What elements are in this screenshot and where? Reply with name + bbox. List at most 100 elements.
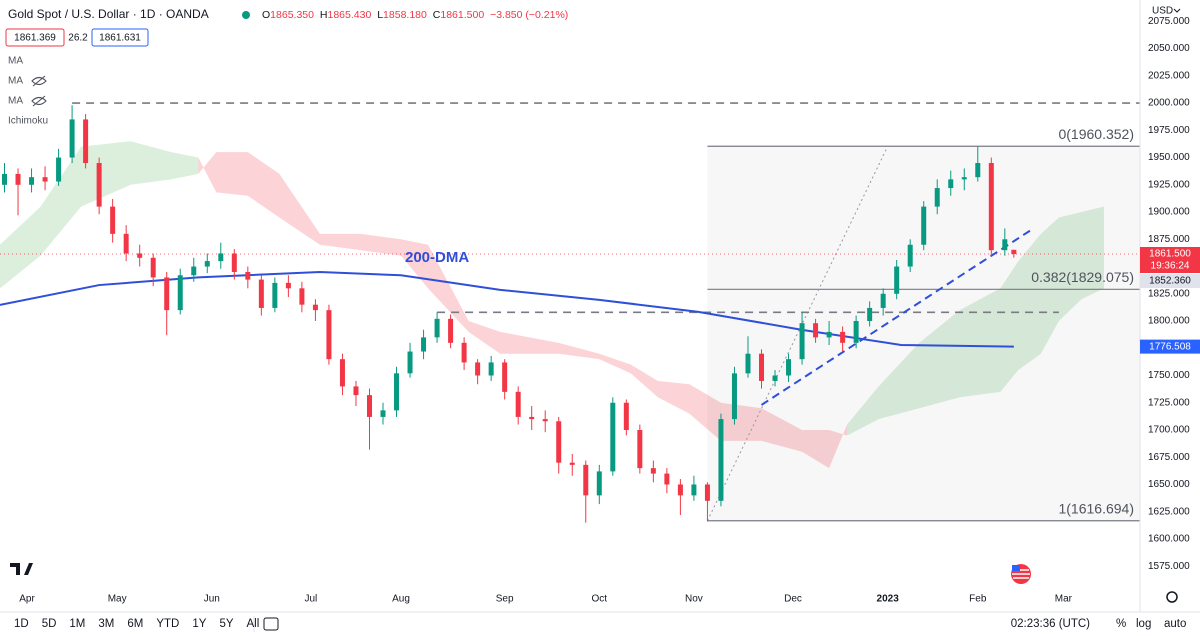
candle-body	[434, 318, 440, 338]
ohlc-key: O	[262, 9, 270, 21]
y-tick-label: 1875.000	[1148, 234, 1190, 245]
logo-shape	[10, 563, 33, 575]
candle-body	[542, 419, 548, 422]
calendar-icon[interactable]	[263, 617, 279, 631]
candle-body	[110, 206, 116, 234]
y-tick-label: 1700.000	[1148, 425, 1190, 436]
buy-box[interactable]	[91, 28, 149, 47]
ichimoku-cloud	[81, 141, 131, 207]
candle-body	[718, 419, 724, 501]
axis-option[interactable]: auto	[1164, 618, 1186, 630]
ichimoku-cloud	[247, 152, 280, 218]
ma-label: 200-DMA	[405, 249, 469, 266]
indicator-label[interactable]: MA	[8, 56, 23, 67]
ichimoku-cloud	[1081, 206, 1104, 300]
candle-body	[29, 177, 35, 185]
candle-body	[907, 244, 913, 267]
ichimoku-cloud	[40, 146, 82, 256]
currency[interactable]: USD	[1152, 6, 1173, 17]
range-button[interactable]: 1M	[69, 618, 85, 630]
ask-price[interactable]: 1861.631	[99, 33, 141, 44]
candle-body	[610, 402, 616, 472]
symbol-title[interactable]: Gold Spot / U.S. Dollar · 1D · OANDA	[8, 7, 209, 21]
candle-body	[83, 119, 89, 164]
ichimoku-cloud	[959, 288, 1001, 398]
candle-body	[475, 362, 481, 376]
price-tag	[1140, 274, 1200, 289]
ichimoku-cloud	[919, 310, 960, 409]
ichimoku-cloud	[829, 424, 848, 469]
range-button[interactable]: 6M	[127, 618, 143, 630]
candle-body	[137, 253, 143, 258]
axis-option[interactable]: %	[1116, 618, 1126, 630]
candle-body	[258, 279, 264, 308]
y-tick-label: 1575.000	[1148, 561, 1190, 572]
x-tick-label: Mar	[1055, 594, 1073, 605]
axis-option[interactable]: log	[1136, 618, 1151, 630]
candle-body	[15, 173, 21, 185]
candle-body	[867, 307, 873, 322]
candle-body	[813, 323, 819, 338]
y-tick-label: 1675.000	[1148, 452, 1190, 463]
range-button[interactable]: 1D	[14, 618, 29, 630]
range-button[interactable]: 3M	[98, 618, 114, 630]
x-tick-label: 2023	[877, 594, 900, 605]
logo-bg	[6, 553, 38, 583]
range-button[interactable]: 1Y	[192, 618, 206, 630]
x-tick-label: May	[108, 594, 127, 605]
currency-dropdown[interactable]	[1173, 8, 1181, 13]
range-button[interactable]: YTD	[156, 618, 179, 630]
eye-off-icon[interactable]	[31, 95, 47, 107]
candle-body	[759, 353, 765, 381]
indicator-label[interactable]: Ichimoku	[8, 116, 48, 127]
range-button[interactable]: All	[247, 618, 260, 630]
y-tick-label: 1925.000	[1148, 179, 1190, 190]
candle-body	[556, 421, 562, 463]
y-tick-label: 1600.000	[1148, 534, 1190, 545]
ichimoku-cloud	[500, 331, 559, 354]
indicator-label[interactable]: MA	[8, 76, 23, 87]
candle-body	[894, 266, 900, 294]
ichimoku-cloud	[558, 342, 600, 360]
range-button[interactable]: 5D	[42, 618, 57, 630]
x-tick-label: Apr	[19, 594, 35, 605]
settings-icon[interactable]	[1166, 591, 1178, 603]
candle-body	[677, 484, 683, 496]
x-tick-label: Sep	[496, 594, 514, 605]
spread: 26.2	[68, 33, 88, 44]
candle-body	[502, 362, 508, 392]
tv-logo[interactable]	[6, 553, 38, 583]
x-tick-label: Nov	[685, 594, 703, 605]
candle-body	[596, 471, 602, 496]
ichimoku-cloud	[720, 402, 762, 441]
sell-box[interactable]	[5, 28, 65, 47]
bid-price[interactable]: 1861.369	[14, 33, 56, 44]
event-flag[interactable]	[1011, 564, 1031, 584]
x-tick-label: Jul	[305, 594, 318, 605]
x-tick-label: Jun	[204, 594, 220, 605]
x-tick-label: Dec	[784, 594, 802, 605]
x-tick-label: Feb	[969, 594, 987, 605]
indicator-label[interactable]: MA	[8, 96, 23, 107]
clock[interactable]: 02:23:36 (UTC)	[1011, 618, 1090, 630]
ohlc: O1865.350 H1865.430 L1858.180 C1861.500 …	[262, 9, 568, 21]
ichimoku-cloud	[1000, 261, 1019, 392]
x-tick-label: Aug	[392, 594, 410, 605]
candle-body	[623, 402, 629, 430]
ichimoku-cloud	[689, 384, 721, 441]
y-tick-label: 1625.000	[1148, 506, 1190, 517]
price-tag	[1140, 339, 1200, 354]
candle-body	[691, 484, 697, 496]
ichimoku-cloud	[130, 141, 172, 185]
eye-off-icon[interactable]	[31, 75, 47, 87]
range-button[interactable]: 5Y	[219, 618, 233, 630]
candle-body	[394, 373, 400, 411]
candle-body	[583, 464, 589, 496]
ichimoku-cloud	[360, 233, 402, 256]
price-tag-label: 1776.508	[1149, 341, 1191, 352]
candle-body	[853, 321, 859, 343]
candle-body	[204, 261, 210, 267]
candle-body	[299, 288, 305, 305]
